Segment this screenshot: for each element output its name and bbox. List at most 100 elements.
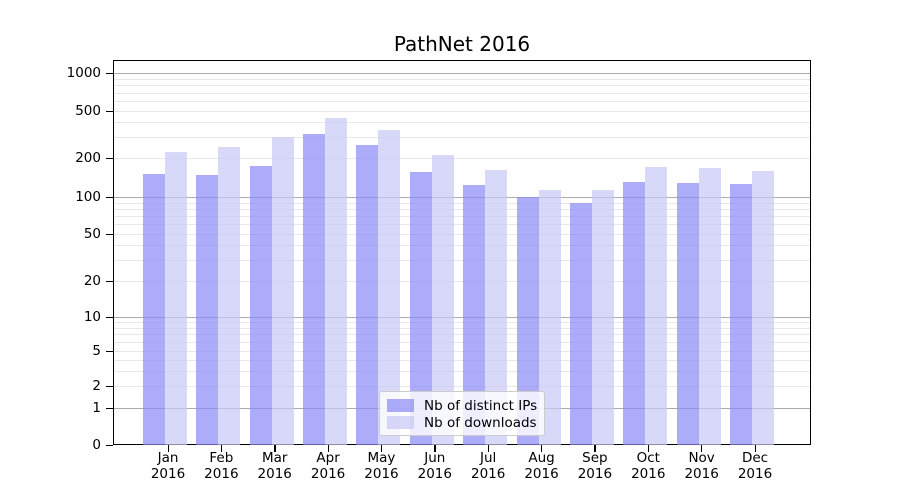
x-tick-mark bbox=[274, 445, 276, 452]
x-tick-mark bbox=[220, 445, 223, 452]
x-tick-year: 2016 bbox=[684, 465, 719, 482]
x-tick-month: Aug bbox=[528, 450, 555, 466]
x-tick-label: Jun 2016 bbox=[405, 450, 465, 482]
bar-nb-of-downloads-aug bbox=[538, 189, 561, 445]
bar-nb-of-distinct-ips-may bbox=[356, 144, 379, 445]
y-tick-mark bbox=[106, 196, 113, 198]
bar-nb-of-distinct-ips-jul bbox=[463, 184, 486, 445]
gridline-minor bbox=[114, 245, 810, 247]
y-tick-mark bbox=[106, 385, 113, 387]
bar-nb-of-downloads-sep bbox=[591, 189, 614, 445]
x-tick-label: Feb 2016 bbox=[191, 450, 251, 482]
y-tick-label: 200 bbox=[75, 150, 101, 166]
gridline-minor bbox=[114, 386, 810, 387]
x-tick-mark bbox=[434, 445, 436, 452]
y-tick-label: 0 bbox=[92, 437, 101, 453]
x-tick-label: Jul 2016 bbox=[458, 450, 518, 482]
bar-nb-of-distinct-ips-mar bbox=[249, 166, 272, 445]
x-tick-month: Dec bbox=[741, 450, 769, 466]
x-tick-mark bbox=[541, 445, 543, 452]
gridline-minor bbox=[114, 85, 810, 87]
bar-nb-of-distinct-ips-apr bbox=[303, 133, 326, 445]
y-tick-label: 10 bbox=[83, 309, 101, 325]
bar-nb-of-downloads-dec bbox=[752, 170, 774, 445]
gridline-minor bbox=[114, 122, 810, 124]
y-tick-mark bbox=[106, 72, 113, 74]
plot-frame bbox=[113, 60, 811, 445]
bar-nb-of-distinct-ips-aug bbox=[516, 197, 539, 445]
bar-nb-of-distinct-ips-oct bbox=[623, 182, 646, 445]
y-tick-mark bbox=[106, 350, 113, 352]
gridline-minor bbox=[114, 158, 810, 159]
gridline-minor bbox=[114, 351, 810, 352]
x-tick-label: Nov 2016 bbox=[672, 450, 732, 482]
bar-nb-of-downloads-mar bbox=[271, 137, 294, 445]
legend-label-distinct-ips: Nb of distinct IPs bbox=[424, 397, 538, 414]
x-tick-mark bbox=[701, 445, 703, 452]
legend-row: Nb of distinct IPs bbox=[387, 397, 538, 414]
x-tick-month: Nov bbox=[688, 450, 715, 466]
bar-nb-of-downloads-feb bbox=[218, 146, 241, 445]
legend-swatch-downloads bbox=[387, 416, 414, 429]
x-tick-year: 2016 bbox=[150, 465, 186, 482]
y-tick-mark bbox=[106, 233, 113, 235]
y-tick-mark bbox=[106, 407, 113, 409]
gridline-minor bbox=[114, 322, 810, 324]
x-tick-year: 2016 bbox=[364, 465, 399, 482]
bar-nb-of-distinct-ips-nov bbox=[676, 183, 699, 445]
y-tick-label: 100 bbox=[75, 189, 101, 205]
y-tick-label: 5 bbox=[92, 343, 101, 359]
x-tick-year: 2016 bbox=[524, 465, 559, 482]
gridline-minor bbox=[114, 342, 810, 344]
x-tick-mark bbox=[380, 445, 383, 452]
x-tick-month: Jun bbox=[424, 450, 446, 466]
x-tick-label: Oct 2016 bbox=[618, 450, 678, 482]
y-tick-mark bbox=[106, 316, 113, 318]
gridline-minor bbox=[114, 208, 810, 210]
x-tick-month: Apr bbox=[316, 450, 340, 466]
gridline-minor bbox=[114, 370, 810, 372]
x-tick-month: Mar bbox=[261, 450, 288, 466]
x-tick-month: May bbox=[367, 450, 396, 466]
y-tick-mark bbox=[106, 444, 113, 446]
gridline-minor bbox=[114, 281, 810, 282]
x-tick-year: 2016 bbox=[577, 465, 613, 482]
x-tick-mark bbox=[754, 445, 756, 452]
x-tick-label: Apr 2016 bbox=[298, 450, 358, 482]
gridline-major bbox=[114, 73, 810, 74]
gridline-minor bbox=[114, 216, 810, 218]
x-tick-mark bbox=[487, 445, 489, 452]
gridline-minor bbox=[114, 111, 810, 112]
gridline-minor bbox=[114, 234, 810, 235]
bar-nb-of-downloads-oct bbox=[645, 167, 668, 445]
gridline-minor bbox=[114, 359, 810, 361]
x-tick-year: 2016 bbox=[470, 465, 506, 482]
x-tick-label: Jan 2016 bbox=[138, 450, 198, 482]
gridline-minor bbox=[114, 260, 810, 262]
y-tick-mark bbox=[106, 157, 113, 159]
x-tick-label: Mar 2016 bbox=[245, 450, 305, 482]
bar-nb-of-downloads-nov bbox=[698, 167, 721, 445]
x-tick-label: May 2016 bbox=[351, 450, 411, 482]
legend: Nb of distinct IPs Nb of downloads bbox=[379, 391, 545, 436]
x-tick-mark bbox=[327, 445, 329, 452]
x-tick-label: Sep 2016 bbox=[565, 450, 625, 482]
gridline-minor bbox=[114, 202, 810, 204]
legend-swatch-distinct-ips bbox=[387, 399, 414, 412]
gridline-minor bbox=[114, 92, 810, 94]
legend-row: Nb of downloads bbox=[387, 414, 537, 431]
bar-nb-of-distinct-ips-dec bbox=[730, 183, 752, 445]
x-tick-month: Oct bbox=[636, 450, 660, 466]
y-tick-label: 1 bbox=[92, 400, 101, 416]
bar-nb-of-distinct-ips-jun bbox=[409, 171, 432, 445]
gridline-minor bbox=[114, 78, 810, 80]
y-tick-label: 1000 bbox=[66, 65, 101, 81]
x-tick-year: 2016 bbox=[257, 465, 292, 482]
bar-nb-of-downloads-apr bbox=[325, 118, 348, 445]
x-tick-month: Feb bbox=[209, 450, 234, 466]
y-tick-label: 50 bbox=[83, 226, 101, 242]
x-tick-label: Aug 2016 bbox=[512, 450, 572, 482]
bar-nb-of-downloads-may bbox=[378, 130, 401, 445]
gridline-minor bbox=[114, 224, 810, 226]
